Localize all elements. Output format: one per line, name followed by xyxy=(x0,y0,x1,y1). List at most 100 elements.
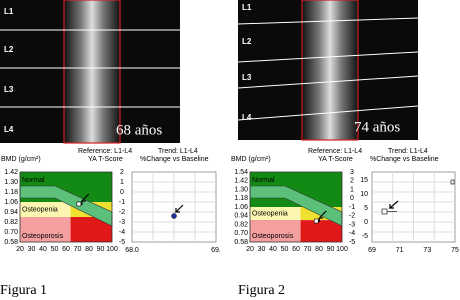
age-tick-label: 70 xyxy=(74,246,82,253)
zone-label: Normal xyxy=(22,177,45,184)
vertebra-line xyxy=(237,17,419,25)
age-tick-label: 40 xyxy=(39,246,47,253)
bmd-tick-label: 0.94 xyxy=(234,213,248,220)
trend-y-tick-label: 0 xyxy=(364,219,368,226)
trend-label: Trend: L1-L4 xyxy=(388,148,428,155)
arrow xyxy=(318,210,327,222)
age-tick-label: 80 xyxy=(85,246,93,253)
trend-label: Trend: L1-L4 xyxy=(158,148,198,155)
tscore-tick-label: -4 xyxy=(119,229,125,236)
tscore-tick-label: -2 xyxy=(119,209,125,216)
arrow xyxy=(81,193,90,205)
zone-label: Normal xyxy=(252,177,275,184)
zone-label: Osteopenia xyxy=(22,206,58,213)
zone-label: Osteoporosis xyxy=(22,233,64,240)
tscore-tick-label: -2 xyxy=(349,213,355,220)
tscore-tick-label: -3 xyxy=(119,219,125,226)
vertebra-label: L1 xyxy=(242,3,252,12)
tscore-tick-label: -1 xyxy=(349,204,355,211)
trend-point xyxy=(381,208,388,215)
age-tick-label: 80 xyxy=(315,246,323,253)
bmd-tick-label: 1.06 xyxy=(4,199,18,206)
trend-x-tick-label: 71 xyxy=(396,247,404,254)
tscore-tick-label: 2 xyxy=(350,178,354,185)
bmd-tick-label: 0.70 xyxy=(4,229,18,236)
age-tick-label: 40 xyxy=(269,246,277,253)
tscore-tick-label: 2 xyxy=(120,169,124,176)
patient-marker xyxy=(313,218,319,224)
bmd-tick-label: 1.54 xyxy=(234,169,248,176)
bmd-tick-label: 0.82 xyxy=(4,219,18,226)
tscore-label: YA T-Score xyxy=(318,156,353,163)
zone-osteoporosis-pale xyxy=(250,220,301,242)
bmd-tick-label: 1.18 xyxy=(4,189,18,196)
trend-y-tick-label: -5 xyxy=(362,233,368,240)
vertebra-label: L4 xyxy=(242,113,252,122)
bmd-tick-label: 1.42 xyxy=(234,178,248,185)
trend-y-tick-label: 10 xyxy=(360,191,368,198)
bmd-tick-label: 0.94 xyxy=(4,209,18,216)
age-label: 74 años xyxy=(354,119,400,135)
vertebra-line xyxy=(237,75,419,89)
bmd-label: BMD (g/cm²) xyxy=(1,156,41,163)
arrow xyxy=(388,200,399,209)
tscore-tick-label: 0 xyxy=(350,195,354,202)
tscore-tick-label: -5 xyxy=(119,239,125,246)
patient-marker xyxy=(76,201,82,207)
tscore-tick-label: 1 xyxy=(350,186,354,193)
zone-osteopenia-pale xyxy=(250,207,301,221)
tscore-tick-label: -4 xyxy=(349,230,355,237)
change-label: %Change vs Baseline xyxy=(140,156,209,163)
age-tick-label: 30 xyxy=(28,246,36,253)
age-tick-label: 60 xyxy=(62,246,70,253)
trend-x-tick-label: 69. xyxy=(211,247,221,254)
age-tick-label: 20 xyxy=(16,246,24,253)
tscore-tick-label: -3 xyxy=(349,221,355,228)
reference-label: Reference: L1-L4 xyxy=(308,148,362,155)
trend-y-tick-label: 5 xyxy=(364,205,368,212)
age-tick-label: 50 xyxy=(51,246,59,253)
chart-frame xyxy=(249,171,343,243)
trend-point xyxy=(171,213,177,219)
zone-label: Osteopenia xyxy=(252,210,288,217)
bmd-tick-label: 1.30 xyxy=(234,186,248,193)
age-tick-label: 50 xyxy=(281,246,289,253)
zone-label: Osteoporosis xyxy=(252,233,294,240)
caption: Figura 2 xyxy=(238,283,285,298)
zone-osteoporosis-pale xyxy=(20,217,71,242)
vertebra-label: L3 xyxy=(4,85,14,94)
trend-x-tick-label: 73 xyxy=(423,247,431,254)
age-tick-label: 30 xyxy=(258,246,266,253)
age-tick-label: 60 xyxy=(292,246,300,253)
age-tick-label: 20 xyxy=(246,246,254,253)
reference-label: Reference: L1-L4 xyxy=(78,148,132,155)
vertebra-label: L4 xyxy=(4,125,14,134)
tscore-tick-label: -1 xyxy=(119,199,125,206)
bmd-tick-label: 1.06 xyxy=(234,204,248,211)
bmd-tick-label: 0.58 xyxy=(4,239,18,246)
vertebra-line xyxy=(237,105,419,121)
bmd-tick-label: 0.82 xyxy=(234,221,248,228)
tscore-tick-label: 1 xyxy=(120,179,124,186)
age-label: 68 años xyxy=(116,122,162,138)
age-tick-label: 100 xyxy=(336,246,348,253)
bmd-tick-label: 1.42 xyxy=(4,169,18,176)
arrow xyxy=(174,204,184,213)
zone-osteopenia-pale xyxy=(20,202,71,217)
vertebra-label: L3 xyxy=(242,73,252,82)
bmd-tick-label: 0.58 xyxy=(234,239,248,246)
tscore-tick-label: 0 xyxy=(120,189,124,196)
trend-point xyxy=(450,179,455,185)
trend-x-tick-label: 75 xyxy=(451,247,459,254)
spine xyxy=(301,0,359,141)
age-tick-label: 100 xyxy=(106,246,118,253)
spine xyxy=(63,0,121,144)
vertebra-label: L1 xyxy=(4,7,14,16)
tscore-label: YA T-Score xyxy=(88,156,123,163)
trend-x-tick-label: 68.0 xyxy=(125,247,139,254)
age-tick-label: 70 xyxy=(304,246,312,253)
vertebra-label: L2 xyxy=(4,45,14,54)
age-tick-label: 90 xyxy=(97,246,105,253)
bmd-tick-label: 1.18 xyxy=(234,195,248,202)
